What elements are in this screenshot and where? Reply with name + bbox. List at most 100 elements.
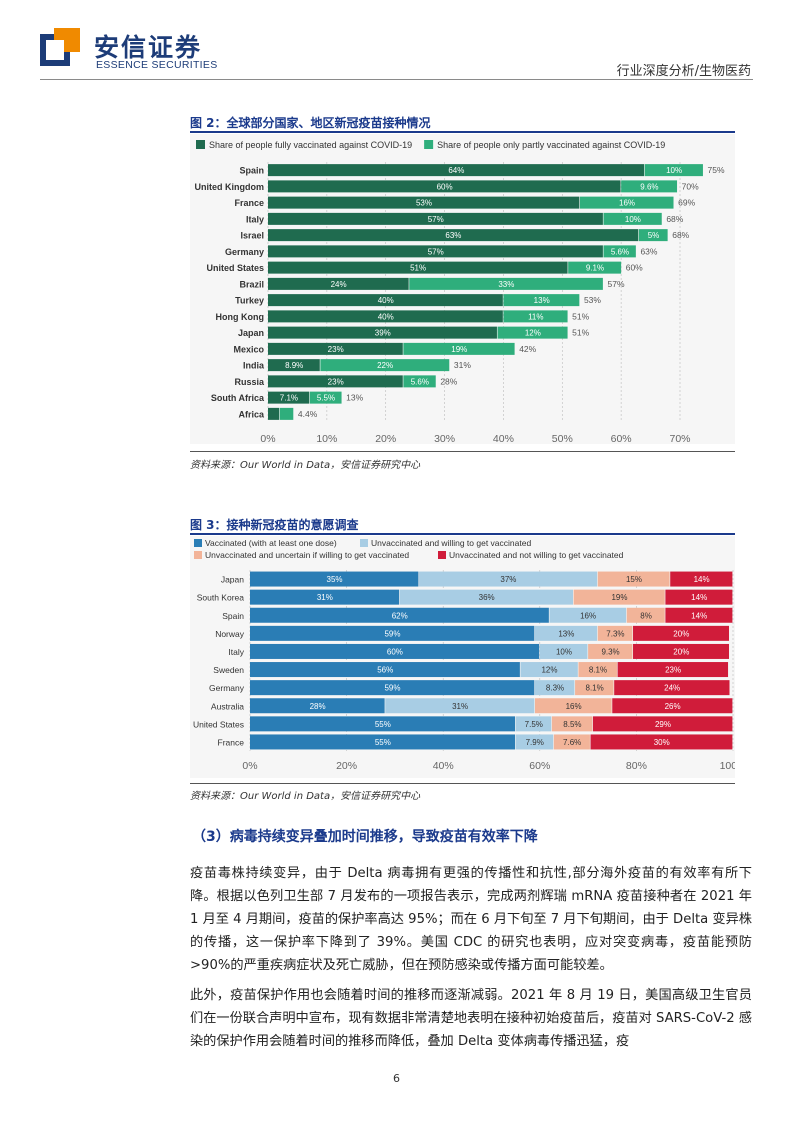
legend-label: Unvaccinated and uncertain if willing to… [205,550,409,560]
category-label: United Kingdom [195,182,265,192]
bar-segment [268,196,580,209]
bar-segment [665,607,733,623]
bar-segment [539,643,588,659]
category-label: Japan [238,328,264,338]
bar-segment [534,680,575,696]
bar-segment [579,196,674,209]
bar-value-label: 60% [387,647,403,656]
bar-segment [534,698,612,714]
report-category: 行业深度分析/生物医药 [616,64,751,79]
category-label: Sweden [213,665,244,675]
bar-value-label: 7.5% [525,720,543,729]
bar-segment [250,643,540,659]
bar-segment [385,698,535,714]
bar-total-label: 57% [607,279,624,289]
bar-value-label: 55% [375,738,391,747]
bar-total-label: 60% [626,263,643,273]
bar-segment [268,407,280,420]
bar-value-label: 14% [691,593,707,602]
x-tick-label: 40% [493,433,514,444]
bar-segment [575,680,614,696]
category-label: Africa [238,409,265,419]
bar-value-label: 20% [673,629,689,638]
bar-value-label: 35% [327,575,343,584]
bar-segment [588,643,633,659]
bar-total-label: 4.4% [298,409,318,419]
bar-segment [268,212,603,225]
paragraph-1: 疫苗毒株持续变异，由于 Delta 病毒拥有更强的传播性和抗性,部分海外疫苗的有… [190,866,752,973]
header-divider [40,79,753,80]
bar-value-label: 59% [384,684,400,693]
bar-segment [268,164,645,177]
bar-value-label: 5% [648,231,660,240]
x-tick-label: 0% [242,760,257,772]
bar-value-label: 31% [452,702,468,711]
bar-segment [644,164,703,177]
figure2-bottom-rule [190,451,735,452]
bar-value-label: 24% [664,684,680,693]
bar-segment [497,326,568,339]
category-label: United States [193,719,244,729]
bar-segment [503,310,568,323]
bar-segment [603,212,662,225]
bar-total-label: 70% [682,181,699,191]
figure2-chart: Share of people fully vaccinated against… [190,134,735,444]
x-tick-label: 20% [336,760,357,772]
bar-segment [268,294,503,307]
legend-label: Vaccinated (with at least one dose) [205,538,337,548]
figure3-title: 图 3：接种新冠疫苗的意愿调查 [190,518,359,532]
category-label: Italy [228,647,244,657]
bar-value-label: 7.1% [280,394,298,403]
bar-value-label: 64% [448,166,464,175]
legend-swatch [196,140,205,149]
bar-value-label: 5.5% [317,394,335,403]
bar-value-label: 53% [416,199,432,208]
bar-segment [279,407,294,420]
bar-segment [633,625,730,641]
x-tick-label: 60% [611,433,632,444]
bar-segment [597,571,670,587]
bar-segment [250,625,535,641]
bar-segment [250,680,535,696]
bar-segment [573,589,665,605]
bar-value-label: 5.6% [411,377,429,386]
bar-value-label: 19% [451,345,467,354]
bar-value-label: 8.1% [589,666,607,675]
bar-value-label: 29% [655,720,671,729]
category-label: Germany [209,683,245,693]
bar-segment [590,734,733,750]
bar-segment [268,375,403,388]
category-label: Italy [246,214,264,224]
bar-value-label: 7.3% [606,629,624,638]
bar-segment [250,662,520,678]
bar-segment [592,716,733,732]
bar-value-label: 8.5% [563,720,581,729]
bar-segment [309,391,342,404]
bar-value-label: 10% [556,647,572,656]
bar-total-label: 75% [708,165,725,175]
bar-value-label: 40% [378,312,394,321]
category-label: Japan [221,575,244,585]
bar-segment [250,734,516,750]
bar-segment [250,716,516,732]
bar-segment [268,245,603,258]
x-tick-label: 60% [529,760,550,772]
bar-total-label: 51% [572,328,589,338]
category-label: Turkey [235,296,264,306]
bar-value-label: 8.9% [285,361,303,370]
bar-segment [409,277,603,290]
category-label: Israel [240,231,264,241]
bar-value-label: 12% [541,666,557,675]
bar-value-label: 36% [479,593,495,602]
category-label: India [243,361,265,371]
legend-swatch [194,551,202,559]
bar-segment [503,294,580,307]
page-number: 6 [393,1072,400,1085]
category-label: United States [206,263,264,273]
category-label: South Korea [197,593,245,603]
bar-value-label: 59% [384,629,400,638]
bar-value-label: 12% [525,329,541,338]
category-label: France [234,198,264,208]
bar-segment [403,342,515,355]
bar-value-label: 15% [626,575,642,584]
